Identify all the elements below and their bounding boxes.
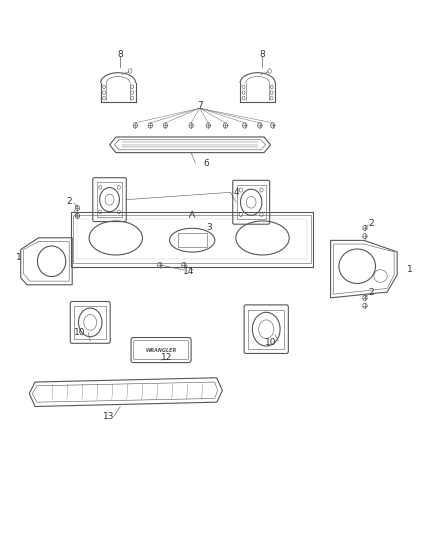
- Text: 1: 1: [16, 253, 22, 262]
- Text: 10: 10: [74, 328, 85, 337]
- Text: 8: 8: [259, 51, 265, 60]
- Text: 3: 3: [207, 223, 212, 232]
- Text: 2: 2: [368, 288, 374, 297]
- Text: WRANGLER: WRANGLER: [145, 348, 177, 352]
- Text: 2: 2: [368, 219, 374, 228]
- Text: 12: 12: [161, 353, 172, 362]
- Text: 13: 13: [102, 412, 114, 421]
- Text: 7: 7: [197, 101, 202, 110]
- Text: 8: 8: [117, 51, 123, 60]
- Text: 10: 10: [265, 338, 276, 347]
- Text: 14: 14: [183, 267, 194, 276]
- Text: 6: 6: [203, 159, 209, 167]
- Text: 2: 2: [67, 197, 72, 206]
- Text: 1: 1: [407, 264, 413, 273]
- Text: 4: 4: [233, 188, 239, 197]
